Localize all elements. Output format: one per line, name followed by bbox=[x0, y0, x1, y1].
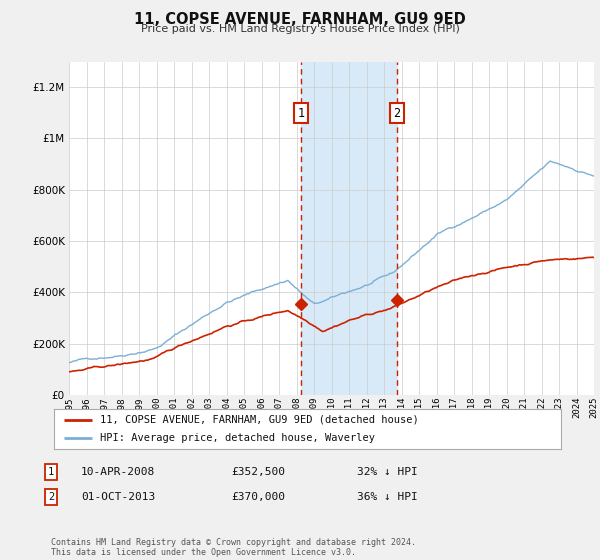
Bar bbox=[301, 62, 397, 395]
Text: 1: 1 bbox=[298, 107, 305, 120]
Text: £370,000: £370,000 bbox=[231, 492, 285, 502]
Text: 01-OCT-2013: 01-OCT-2013 bbox=[81, 492, 155, 502]
Text: Price paid vs. HM Land Registry's House Price Index (HPI): Price paid vs. HM Land Registry's House … bbox=[140, 24, 460, 34]
Text: 10-APR-2008: 10-APR-2008 bbox=[81, 467, 155, 477]
Text: Contains HM Land Registry data © Crown copyright and database right 2024.
This d: Contains HM Land Registry data © Crown c… bbox=[51, 538, 416, 557]
Text: HPI: Average price, detached house, Waverley: HPI: Average price, detached house, Wave… bbox=[100, 433, 374, 443]
Text: 2: 2 bbox=[48, 492, 54, 502]
Text: £352,500: £352,500 bbox=[231, 467, 285, 477]
Text: 11, COPSE AVENUE, FARNHAM, GU9 9ED: 11, COPSE AVENUE, FARNHAM, GU9 9ED bbox=[134, 12, 466, 27]
Text: 11, COPSE AVENUE, FARNHAM, GU9 9ED (detached house): 11, COPSE AVENUE, FARNHAM, GU9 9ED (deta… bbox=[100, 415, 418, 424]
Text: 1: 1 bbox=[48, 467, 54, 477]
Text: 36% ↓ HPI: 36% ↓ HPI bbox=[357, 492, 418, 502]
Text: 32% ↓ HPI: 32% ↓ HPI bbox=[357, 467, 418, 477]
Text: 2: 2 bbox=[394, 107, 401, 120]
